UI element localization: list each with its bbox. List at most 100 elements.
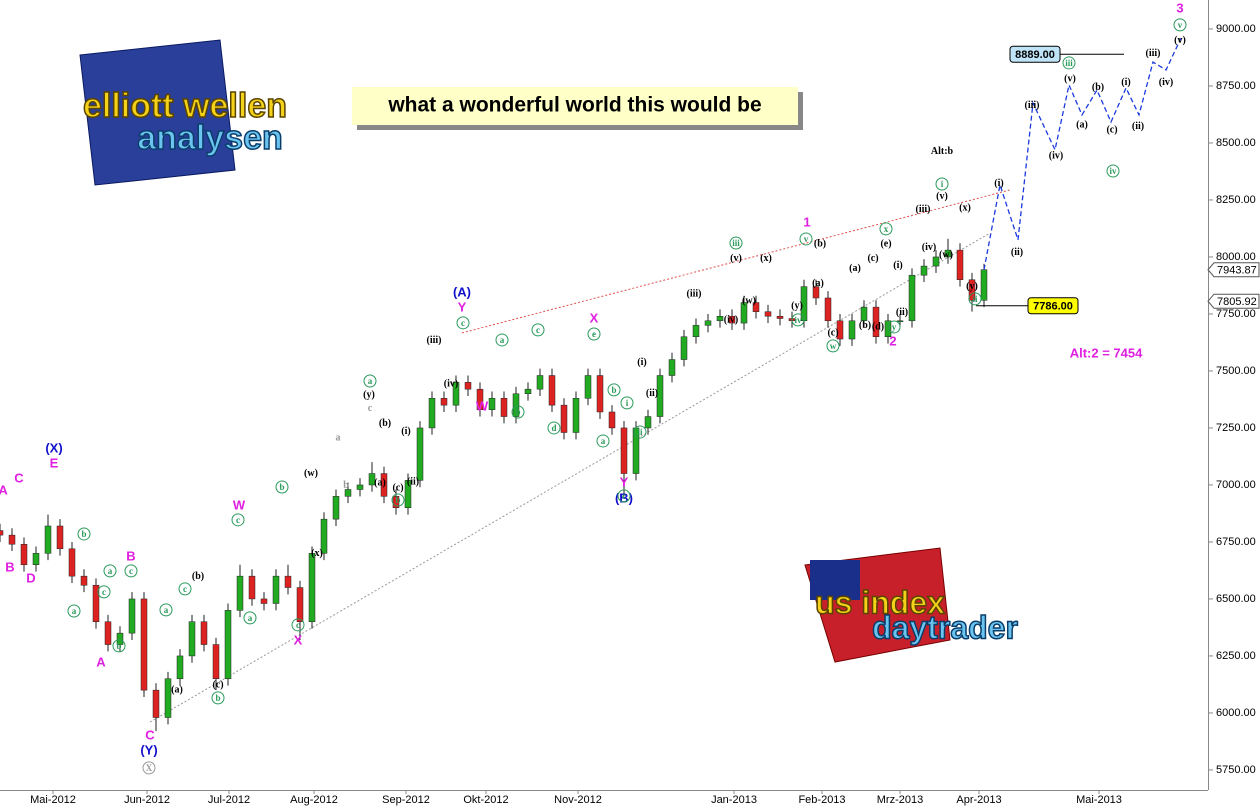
candle-body (368, 473, 376, 486)
candle-body (260, 598, 268, 604)
wave-label: E (50, 455, 59, 470)
candle-body (680, 336, 688, 360)
candle-body (872, 306, 880, 337)
candle-body (704, 320, 712, 326)
wave-label: a (500, 335, 505, 345)
wave-label: (c) (392, 482, 403, 493)
wave-label: (c) (867, 253, 878, 264)
candle-body (128, 598, 136, 634)
logo-line1: elliott wellen (83, 87, 287, 125)
wave-label: a (248, 613, 253, 623)
wave-label: a (368, 376, 373, 386)
wave-circle (159, 603, 173, 617)
logo-elliott: elliott wellen analysen (79, 39, 288, 186)
wave-label: x (884, 224, 889, 234)
wave-circle (799, 232, 813, 246)
candle-body (512, 393, 520, 417)
wave-label: c (296, 620, 300, 630)
wave-circle (103, 564, 117, 578)
wave-label: b (343, 480, 349, 491)
wave-label: (b) (1092, 82, 1104, 93)
candle-body (464, 382, 472, 390)
candle-body (452, 382, 460, 406)
wave-label: c (622, 491, 626, 501)
wave-label: c (102, 587, 106, 597)
wave-label: (iv) (444, 378, 458, 389)
wave-label: (e) (880, 238, 891, 249)
y-tick-label: 6250.00 (1216, 650, 1256, 662)
wave-circle (456, 316, 470, 330)
wave-label: (c) (1106, 124, 1117, 135)
wave-label: a (72, 606, 77, 616)
candle-body (152, 689, 160, 718)
wave-label: b (215, 693, 220, 703)
axis-tag (1207, 293, 1260, 309)
level-label: 8889.00 (1015, 49, 1055, 61)
x-tick-label: Mai-2013 (1076, 794, 1122, 806)
candle-body (200, 621, 208, 645)
y-tick-label: 8250.00 (1216, 194, 1256, 206)
wave-label: b (116, 641, 121, 651)
wave-circle (968, 292, 982, 306)
wave-label: i (941, 179, 944, 189)
candle-body (548, 375, 556, 406)
candle-body (668, 359, 676, 376)
candle-body (236, 575, 244, 611)
wave-label: ii (637, 427, 643, 437)
candle-body (500, 398, 508, 417)
wave-label: v (1178, 20, 1183, 30)
candle-body (20, 543, 28, 565)
candle-body (584, 375, 592, 399)
wave-label: (v) (936, 191, 948, 202)
wave-label: (x) (959, 202, 971, 213)
wave-label: B (5, 559, 14, 574)
axis-tag-label: 7805.92 (1217, 296, 1257, 308)
wave-label: c (129, 566, 133, 576)
wave-circle (178, 582, 192, 596)
wave-label: (a) (1076, 119, 1088, 130)
wave-circle (77, 527, 91, 541)
candle-body (920, 265, 928, 276)
axis-tag-label: 7943.87 (1217, 265, 1257, 277)
logo-line2: analysen (137, 119, 283, 157)
candle-body (80, 575, 88, 586)
wave-label: b (395, 495, 400, 505)
wave-label: W (476, 398, 489, 413)
wave-label: b (81, 529, 86, 539)
wave-label: (ii) (646, 388, 658, 399)
trend-line (149, 232, 991, 723)
wave-circle (1106, 164, 1120, 178)
level-label: 7786.00 (1033, 301, 1073, 313)
candle-body (248, 575, 256, 600)
wave-label: (b) (814, 238, 826, 249)
candle-body (224, 610, 232, 679)
wave-label: (x) (760, 253, 772, 264)
wave-circle (363, 374, 377, 388)
wave-label: c (461, 318, 465, 328)
candle-body (428, 398, 436, 429)
wave-label: d (551, 423, 556, 433)
wave-label: 3 (1176, 0, 1183, 15)
wave-label: A (96, 654, 106, 669)
wave-label: (iv) (1049, 150, 1063, 161)
candle-body (92, 585, 100, 622)
candle-body (812, 286, 820, 299)
wave-label: (y) (363, 389, 375, 400)
candle-body (752, 302, 760, 312)
data-layer (0, 37, 1182, 732)
wave-circle (887, 320, 901, 334)
banner-text: what a wonderful world this would be (387, 94, 761, 117)
candle-body (728, 315, 736, 324)
candle-body (656, 375, 664, 417)
candle-body (44, 525, 52, 554)
wave-circle (826, 339, 840, 353)
wave-label: Alt:2 = 7454 (1070, 345, 1143, 360)
wave-label: (v) (730, 253, 742, 264)
candle-body (176, 655, 184, 679)
x-tick-label: Feb-2013 (798, 794, 845, 806)
level-box (1027, 297, 1079, 315)
x-tick-label: Jul-2012 (208, 794, 250, 806)
x-tick-label: Mai-2012 (30, 794, 76, 806)
wave-label: (iv) (724, 314, 738, 325)
